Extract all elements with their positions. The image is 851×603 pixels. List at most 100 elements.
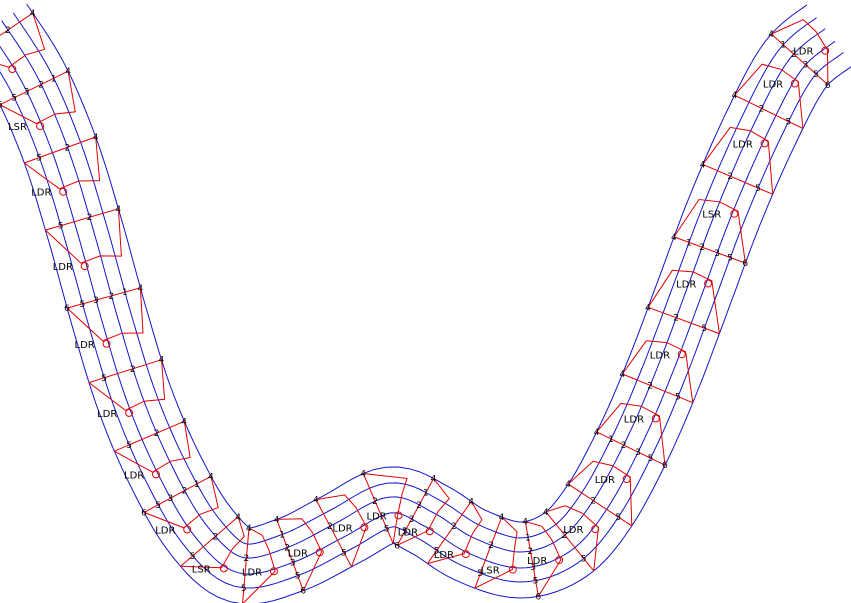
red-circle-marker	[219, 564, 228, 573]
point-number-label: 4	[768, 30, 774, 40]
point-number-label: 4	[181, 417, 187, 427]
cross-section-line	[362, 473, 394, 544]
red-circle-marker	[622, 475, 631, 483]
point-number-label: 4	[522, 518, 528, 528]
point-number-label: 5	[755, 184, 761, 194]
longitudinal-line-4	[0, 40, 836, 575]
cross-section-line	[315, 499, 352, 568]
section-label: LSR	[702, 210, 721, 221]
point-number-label: 3	[803, 61, 809, 71]
point-number-label: 4	[671, 233, 677, 243]
point-number-label: 3	[168, 494, 174, 504]
point-number-label: 4	[208, 472, 214, 482]
point-number-label: 2	[284, 544, 290, 554]
point-number-label: 4	[159, 356, 165, 366]
point-number-label: 2	[673, 314, 679, 324]
point-number-label: 3	[635, 448, 641, 458]
point-number-label: 2	[621, 441, 627, 451]
red-circle-marker	[651, 414, 660, 423]
red-circle-marker	[760, 139, 769, 148]
point-number-label: 2	[130, 365, 136, 375]
section-label: LDR	[53, 262, 73, 273]
cross-section-line	[524, 521, 539, 597]
cross-section-line	[596, 431, 666, 466]
section-label: LDR	[733, 140, 753, 151]
point-number-label: 4	[543, 508, 549, 518]
point-number-label: 4	[137, 284, 143, 294]
point-number-label: 2	[416, 501, 422, 511]
point-number-label: 6	[825, 81, 831, 91]
red-circle-marker	[36, 122, 45, 131]
red-circle-marker	[360, 523, 369, 532]
section-label: LDR	[0, 65, 1, 76]
point-number-label: 2	[488, 541, 494, 551]
point-number-label: 6	[0, 101, 3, 111]
red-circle-marker	[790, 79, 799, 88]
red-circle-marker	[59, 187, 68, 196]
red-circle-marker	[80, 262, 89, 271]
point-number-label: 3	[24, 88, 30, 98]
longitudinal-lines	[0, 3, 851, 603]
point-number-label: 4	[431, 475, 437, 485]
point-number-label: 2	[590, 497, 596, 507]
cross-section-line	[567, 483, 633, 527]
section-profile	[596, 402, 666, 466]
cross-section-line	[770, 33, 829, 86]
section-profile	[242, 527, 276, 603]
point-number-label: 5	[648, 454, 654, 464]
cross-section-line	[474, 516, 503, 589]
point-number-label: 4	[115, 205, 121, 215]
point-number-label: 3	[290, 559, 296, 569]
cross-section-line	[114, 420, 185, 452]
red-circle-marker	[555, 556, 564, 565]
point-number-label: 5	[384, 525, 390, 535]
point-number-label: 1	[780, 41, 786, 51]
point-number-label: 1	[279, 530, 285, 540]
section-profile	[143, 476, 219, 529]
point-number-label: 1	[686, 238, 692, 248]
section-label: LDR	[527, 556, 547, 567]
section-profile	[673, 198, 746, 264]
section-label: LDR	[288, 548, 308, 559]
point-number-label: 3	[714, 249, 720, 259]
cross-section-line	[734, 94, 804, 129]
cross-section-line	[427, 501, 472, 564]
point-number-label: 2	[791, 50, 797, 60]
cross-section-line	[24, 136, 96, 164]
point-number-label: 5	[36, 154, 42, 164]
point-number-label: 2	[528, 547, 534, 557]
point-number-label: 3	[93, 296, 99, 306]
longitudinal-line-2	[12, 12, 817, 545]
point-number-label: 5	[190, 552, 196, 562]
red-circle-marker	[508, 565, 517, 574]
section-label: LDR	[563, 525, 583, 536]
point-number-label: 5	[813, 70, 819, 80]
section-profile	[647, 269, 720, 334]
point-number-label: 2	[244, 554, 250, 564]
red-circle-marker	[425, 527, 434, 536]
section-label: LDR	[97, 409, 117, 420]
point-number-label: 2	[109, 292, 115, 302]
section-profile	[45, 208, 122, 264]
red-circle-marker	[8, 65, 17, 74]
section-label: LDR	[793, 47, 813, 58]
cross-section-line	[242, 528, 250, 603]
point-number-label: 5	[341, 549, 347, 559]
point-number-label: 4	[619, 370, 625, 380]
point-number-label: 2	[699, 243, 705, 253]
point-number-label: 4	[468, 497, 474, 507]
section-profile	[427, 501, 483, 565]
cross-section-lines	[0, 12, 829, 603]
point-number-label: 6	[64, 304, 70, 314]
point-number-label: 4	[246, 524, 252, 534]
point-number-label: 6	[742, 259, 748, 269]
point-number-label: 5	[727, 254, 733, 264]
red-circle-marker	[394, 511, 403, 520]
section-profile	[180, 516, 245, 569]
section-label: LSR	[8, 122, 27, 133]
section-profile	[363, 473, 408, 544]
cross-section-line	[545, 511, 595, 572]
section-label: LDR	[624, 415, 644, 426]
red-circle-marker	[102, 339, 111, 348]
